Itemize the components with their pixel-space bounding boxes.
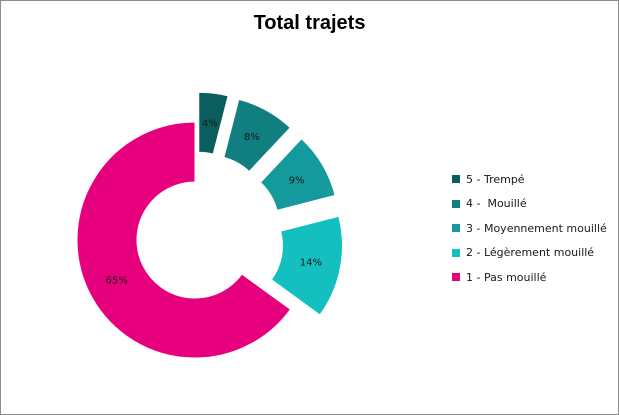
legend-label: 3 - Moyennement mouillé bbox=[466, 221, 607, 235]
slice-9-percent bbox=[259, 138, 336, 211]
donut-slices bbox=[76, 91, 343, 359]
slice-data-label: 9% bbox=[289, 175, 305, 186]
legend-item-1-pas-mouille: 1 - Pas mouillé bbox=[452, 270, 607, 284]
slice-14-percent bbox=[270, 215, 343, 316]
legend-item-3-moyennement-mouille: 3 - Moyennement mouillé bbox=[452, 221, 607, 235]
slice-8-percent bbox=[223, 98, 291, 173]
donut-labels: 4% 8% 9% 14% 65% bbox=[105, 118, 322, 286]
slice-data-label: 14% bbox=[300, 258, 322, 269]
legend-item-2-legerement-mouille: 2 - Légèrement mouillé bbox=[452, 246, 607, 259]
legend-swatch bbox=[452, 273, 460, 281]
legend-item-4-mouille: 4 - Mouillé bbox=[452, 197, 607, 210]
legend-swatch bbox=[452, 199, 460, 208]
legend-label: 5 - Trempé bbox=[466, 172, 525, 186]
legend-swatch bbox=[452, 175, 460, 183]
legend-label: 1 - Pas mouillé bbox=[466, 270, 547, 284]
slice-4-percent bbox=[198, 91, 229, 155]
legend-swatch bbox=[452, 224, 460, 232]
slice-data-label: 65% bbox=[105, 275, 127, 286]
chart-title: Total trajets bbox=[253, 12, 366, 34]
chart-legend: 5 - Trempé 4 - Mouillé 3 - Moyennement m… bbox=[452, 173, 607, 296]
legend-label: 4 - Mouillé bbox=[466, 197, 527, 210]
legend-item-5-trempe: 5 - Trempé bbox=[452, 172, 607, 186]
slice-65-percent bbox=[76, 121, 292, 359]
legend-swatch bbox=[452, 248, 460, 257]
slice-data-label: 8% bbox=[244, 132, 260, 143]
legend-label: 2 - Légèrement mouillé bbox=[466, 246, 595, 259]
slice-data-label: 4% bbox=[202, 118, 218, 129]
